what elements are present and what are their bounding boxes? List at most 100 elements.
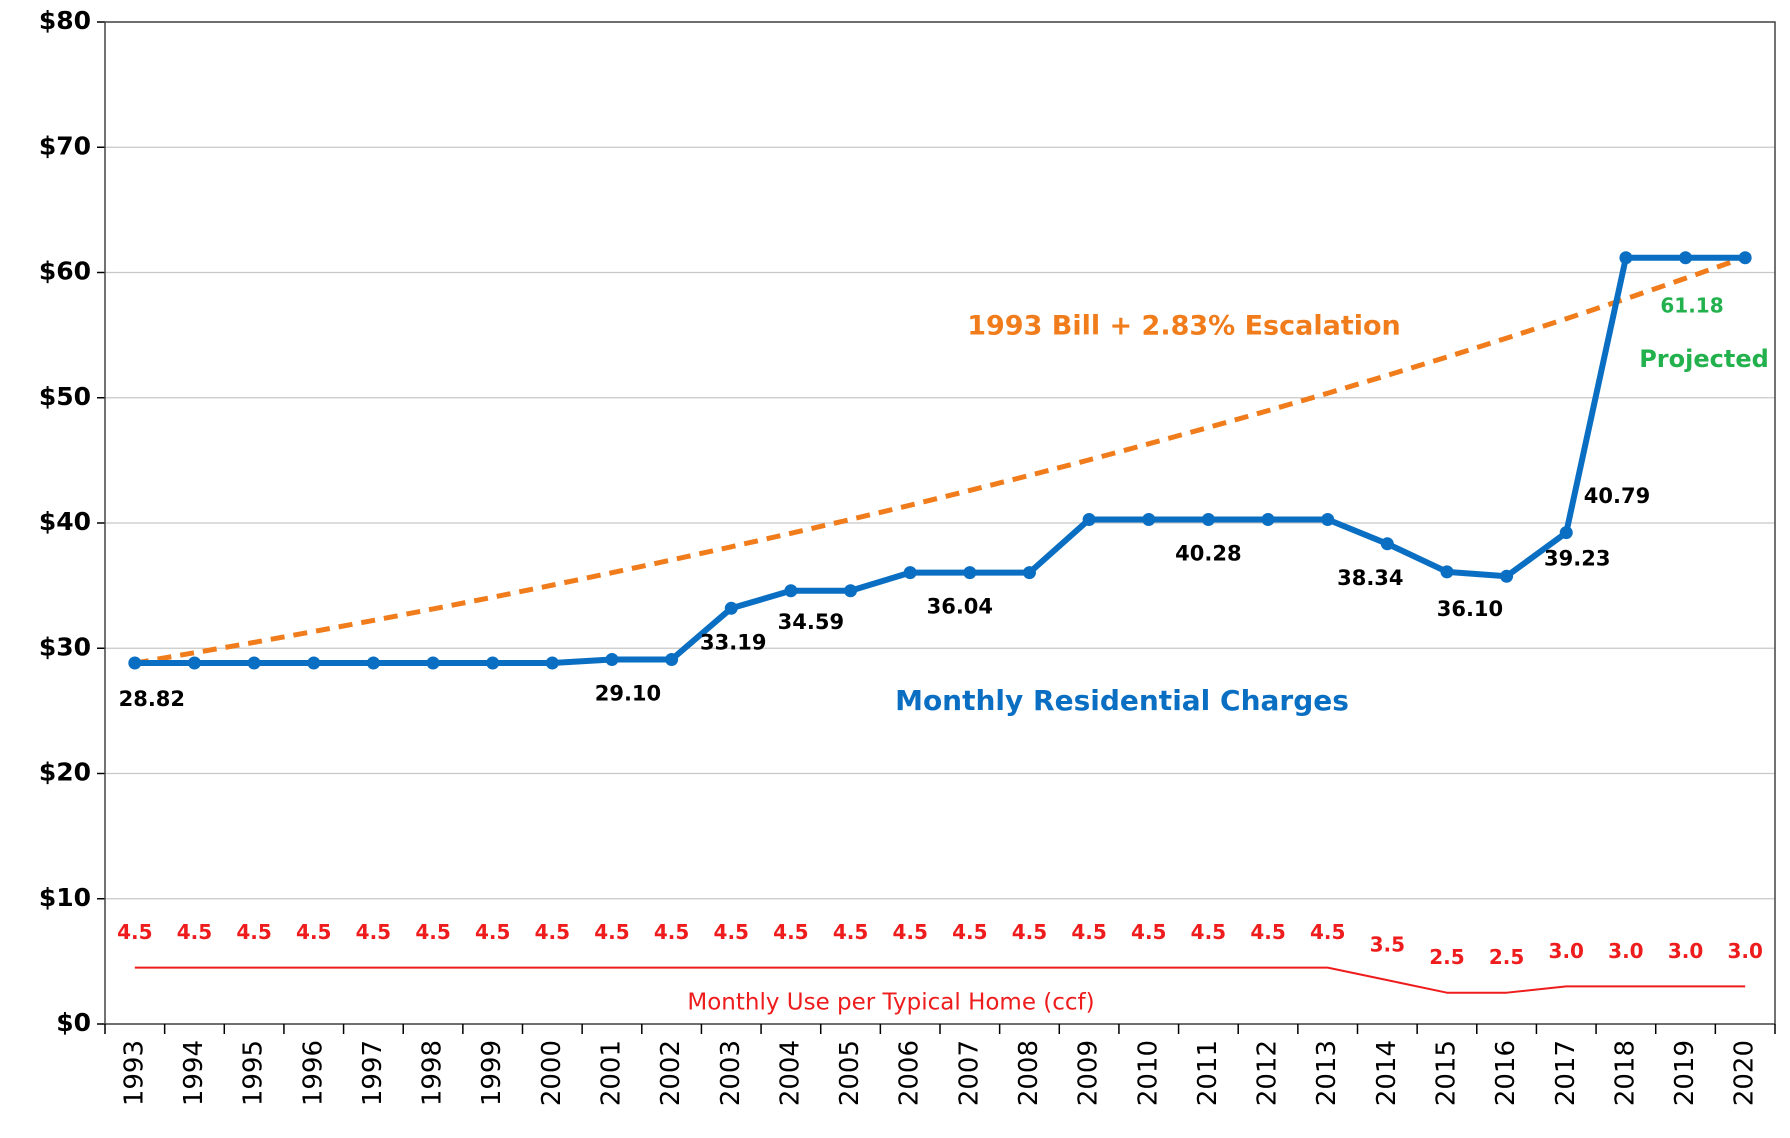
series-line xyxy=(134,254,1746,667)
point xyxy=(426,656,440,670)
data-label: 4.5 xyxy=(1250,920,1285,944)
data-label: 4.5 xyxy=(654,920,689,944)
x-tick-label: 1993 xyxy=(119,1040,149,1106)
data-label: 40.28 xyxy=(1175,541,1241,565)
point xyxy=(665,653,679,667)
data-label: 3.0 xyxy=(1668,939,1703,963)
x-tick-label: 2015 xyxy=(1431,1040,1461,1106)
point xyxy=(545,656,559,670)
point xyxy=(1321,512,1335,526)
data-label: 2.5 xyxy=(1489,945,1524,969)
point xyxy=(1082,512,1096,526)
x-tick-label: 1996 xyxy=(298,1040,328,1106)
point xyxy=(1201,512,1215,526)
point xyxy=(1619,251,1633,265)
x-tick-label: 1999 xyxy=(477,1040,507,1106)
point xyxy=(486,656,500,670)
y-tick-label: $50 xyxy=(39,382,91,411)
point xyxy=(844,584,858,598)
data-label: 4.5 xyxy=(415,920,450,944)
point xyxy=(963,566,977,580)
data-label: 2.5 xyxy=(1429,945,1464,969)
annotation: 61.18 xyxy=(1660,294,1723,318)
data-label: 34.59 xyxy=(778,610,844,634)
series-line xyxy=(134,966,1746,994)
point xyxy=(1142,512,1156,526)
annotation: 40.79 xyxy=(1584,484,1650,508)
series-label: 1993 Bill + 2.83% Escalation xyxy=(967,311,1401,342)
data-label: 4.5 xyxy=(1131,920,1166,944)
point xyxy=(605,653,619,667)
data-label: 4.5 xyxy=(594,920,629,944)
point xyxy=(1500,569,1514,583)
x-tick-label: 2012 xyxy=(1253,1040,1283,1106)
point xyxy=(1559,526,1573,540)
point xyxy=(1440,565,1454,579)
data-label: 29.10 xyxy=(595,682,661,706)
data-label: 38.34 xyxy=(1337,566,1403,590)
x-tick-label: 2013 xyxy=(1312,1040,1342,1106)
x-tick-label: 1998 xyxy=(418,1040,448,1106)
x-tick-label: 2006 xyxy=(895,1040,925,1106)
data-label: 4.5 xyxy=(773,920,808,944)
x-tick-label: 2002 xyxy=(656,1040,686,1106)
data-label: 3.0 xyxy=(1549,939,1584,963)
series-label: Monthly Use per Typical Home (ccf) xyxy=(687,990,1094,1016)
data-label: 4.5 xyxy=(177,920,212,944)
data-label: 4.5 xyxy=(1071,920,1106,944)
data-label: 4.5 xyxy=(117,920,152,944)
data-label: 4.5 xyxy=(1310,920,1345,944)
data-label: 4.5 xyxy=(296,920,331,944)
data-label: 4.5 xyxy=(356,920,391,944)
data-label: 4.5 xyxy=(475,920,510,944)
data-label: 4.5 xyxy=(892,920,927,944)
point xyxy=(784,584,798,598)
data-label: 33.19 xyxy=(700,630,766,654)
point xyxy=(903,566,917,580)
data-label: 3.0 xyxy=(1727,939,1762,963)
data-label: 4.5 xyxy=(535,920,570,944)
data-label: 4.5 xyxy=(952,920,987,944)
data-label: 3.0 xyxy=(1608,939,1643,963)
point xyxy=(1679,251,1693,265)
point xyxy=(1738,251,1752,265)
data-label: 36.10 xyxy=(1437,597,1503,621)
point xyxy=(1022,566,1036,580)
data-label: 4.5 xyxy=(714,920,749,944)
data-label: 3.5 xyxy=(1370,933,1405,957)
x-tick-label: 2018 xyxy=(1610,1040,1640,1106)
y-tick-label: $0 xyxy=(56,1008,91,1037)
x-tick-label: 2010 xyxy=(1133,1040,1163,1106)
x-tick-label: 2009 xyxy=(1074,1040,1104,1106)
point xyxy=(724,601,738,615)
y-tick-label: $30 xyxy=(39,632,91,661)
x-tick-label: 2014 xyxy=(1372,1040,1402,1106)
point xyxy=(187,656,201,670)
point xyxy=(307,656,321,670)
point xyxy=(1380,537,1394,551)
y-tick-label: $80 xyxy=(39,6,91,35)
x-tick-label: 2000 xyxy=(537,1040,567,1106)
x-tick-label: 2019 xyxy=(1670,1040,1700,1106)
point xyxy=(366,656,380,670)
data-label: 4.5 xyxy=(236,920,271,944)
point xyxy=(128,656,142,670)
data-label: 4.5 xyxy=(1191,920,1226,944)
x-tick-label: 2017 xyxy=(1551,1040,1581,1106)
data-label: 39.23 xyxy=(1544,547,1610,571)
x-tick-label: 1997 xyxy=(358,1040,388,1106)
y-tick-label: $70 xyxy=(39,131,91,160)
x-tick-label: 2003 xyxy=(716,1040,746,1106)
x-tick-label: 2004 xyxy=(775,1040,805,1106)
y-tick-label: $20 xyxy=(39,758,91,787)
x-tick-label: 2005 xyxy=(835,1040,865,1106)
data-label: 4.5 xyxy=(833,920,868,944)
data-label: 36.04 xyxy=(927,595,993,619)
point xyxy=(1261,512,1275,526)
data-label: 28.82 xyxy=(119,687,185,711)
x-tick-label: 1995 xyxy=(239,1040,269,1106)
data-label: 4.5 xyxy=(1012,920,1047,944)
x-tick-label: 2020 xyxy=(1730,1040,1760,1106)
